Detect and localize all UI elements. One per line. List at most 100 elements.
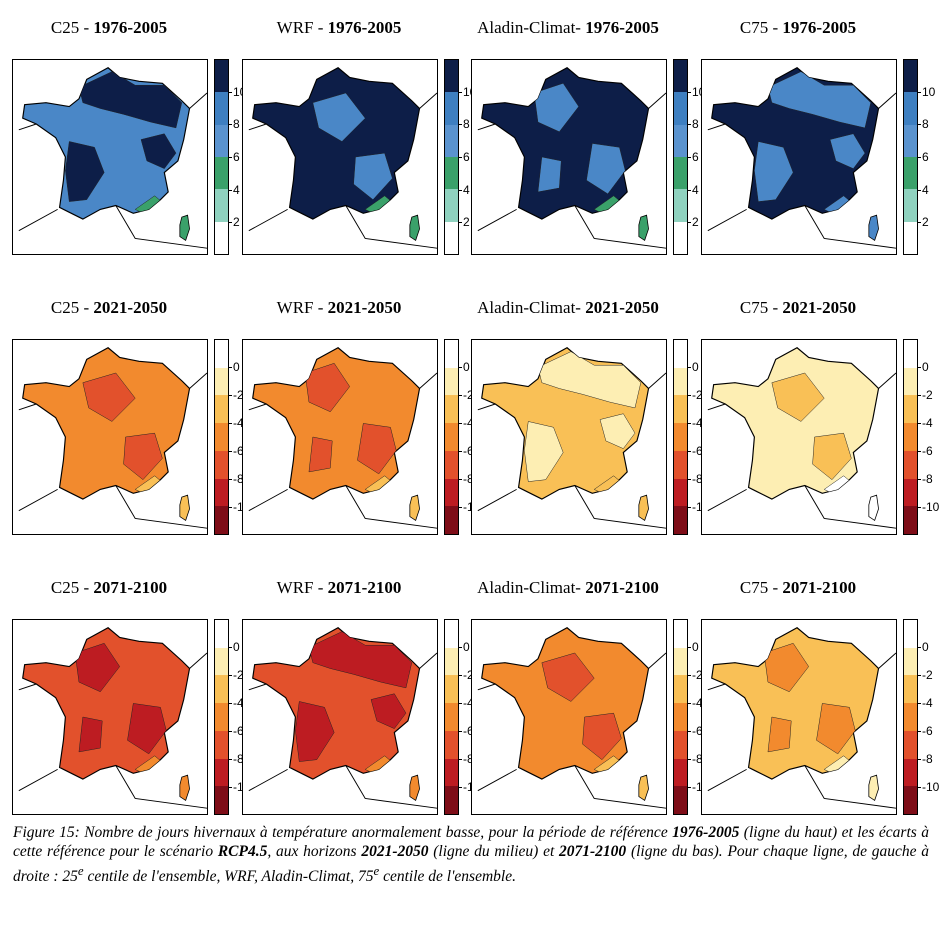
legend-tick-label: -8	[922, 752, 933, 766]
legend-tick-mark	[228, 189, 232, 191]
legend-tick-mark	[917, 367, 921, 368]
value-region	[74, 642, 120, 693]
panel-title-model: WRF -	[276, 578, 328, 597]
value-region	[304, 362, 350, 413]
legend-color-step	[904, 506, 917, 535]
panel-title: Aladin-Climat- 2021-2050	[470, 298, 666, 318]
value-region	[65, 141, 105, 202]
value-region	[308, 436, 333, 473]
legend-color-step	[674, 675, 687, 704]
corsica-shape	[868, 774, 879, 802]
map-panel: Aladin-Climat- 1976-2005 10 8 6 4 2	[470, 18, 705, 280]
legend-tick-label: 4	[922, 182, 929, 197]
france-map	[701, 619, 897, 815]
panel-title-model: C75 -	[739, 578, 783, 597]
figure-caption: Figure 15: Nombre de jours hivernaux à t…	[13, 824, 930, 886]
legend-color-step	[445, 506, 458, 535]
legend-tick-mark	[687, 479, 691, 480]
legend-color-step	[904, 620, 917, 648]
legend-tick-label: -10	[922, 780, 940, 794]
legend-tick-label: -4	[463, 696, 474, 710]
legend-tick-label: 0	[922, 640, 929, 654]
legend-color-step	[904, 92, 917, 125]
legend-color-step	[445, 730, 458, 759]
legend-color-step	[215, 758, 228, 787]
legend-color-step	[674, 124, 687, 157]
france-map	[12, 339, 208, 535]
legend-tick-label: 4	[463, 182, 470, 197]
legend-tick-label: 0	[922, 360, 929, 374]
legend-tick-label: 8	[692, 117, 699, 132]
legend-color-step	[445, 92, 458, 125]
panel-title-period: 2071-2100	[93, 578, 168, 597]
legend-color-step	[215, 450, 228, 479]
country-borders	[477, 652, 666, 809]
france-map	[701, 59, 897, 255]
value-region	[357, 423, 397, 475]
legend-tick-mark	[687, 157, 691, 158]
legend-tick-label: -8	[463, 472, 474, 486]
value-region	[541, 652, 595, 702]
value-region	[767, 716, 792, 753]
panel-title: C75 - 2021-2050	[700, 298, 896, 318]
value-region	[295, 701, 335, 762]
legend-tick-label: -10	[922, 500, 940, 514]
value-region	[140, 133, 177, 169]
legend-color-step	[215, 395, 228, 424]
legend-color-step	[674, 703, 687, 731]
legend-tick-mark	[228, 479, 232, 480]
legend-colorbar	[903, 59, 918, 255]
legend-tick-label: -2	[233, 668, 244, 682]
panel-title: C75 - 2071-2100	[700, 578, 896, 598]
legend-color-step	[215, 786, 228, 815]
legend-colorbar	[214, 59, 229, 255]
corsica-shape	[638, 774, 649, 802]
legend-color-step	[904, 221, 917, 254]
panel-title: WRF - 1976-2005	[241, 18, 437, 38]
legend-color-step	[904, 703, 917, 731]
legend-colorbar	[903, 619, 918, 815]
legend-tick-mark	[917, 675, 921, 676]
legend-color-step	[215, 620, 228, 648]
panel-title-model: C25 -	[50, 18, 94, 37]
map-panel: WRF - 1976-2005 10 8 6 4 2	[241, 18, 476, 280]
legend-tick-mark	[687, 423, 691, 424]
panel-title-model: Aladin-Climat-	[477, 298, 586, 317]
legend-tick-mark	[687, 367, 691, 368]
france-map	[12, 59, 208, 255]
legend-color-step	[215, 675, 228, 704]
france-map	[471, 619, 667, 815]
legend-tick-mark	[687, 507, 691, 508]
legend-color-step	[674, 395, 687, 424]
legend-tick-mark	[458, 157, 462, 158]
legend-tick-mark	[458, 124, 462, 126]
legend-color-step	[445, 703, 458, 731]
country-borders	[18, 92, 207, 249]
value-region	[763, 642, 809, 693]
legend-tick-label: -6	[233, 444, 244, 458]
legend-tick-mark	[687, 731, 691, 732]
corsica-shape	[868, 494, 879, 522]
legend-tick-label: 2	[233, 215, 240, 230]
legend-color-step	[904, 450, 917, 479]
value-region	[82, 372, 136, 422]
legend-colorbar	[214, 619, 229, 815]
legend-tick-label: -6	[463, 724, 474, 738]
panel-title-model: C25 -	[50, 578, 94, 597]
legend-color-step	[674, 423, 687, 451]
legend-tick-label: -4	[922, 416, 933, 430]
country-borders	[18, 372, 207, 529]
legend-color-step	[445, 450, 458, 479]
legend-color-step	[904, 786, 917, 815]
legend-tick-label: -2	[692, 388, 703, 402]
legend-color-step	[215, 189, 228, 222]
legend-color-step	[904, 478, 917, 507]
legend-color-step	[215, 703, 228, 731]
legend-color-step	[904, 647, 917, 676]
legend-tick-label: 0	[233, 640, 240, 654]
legend-tick-label: -4	[463, 416, 474, 430]
legend-tick-label: -6	[922, 724, 933, 738]
